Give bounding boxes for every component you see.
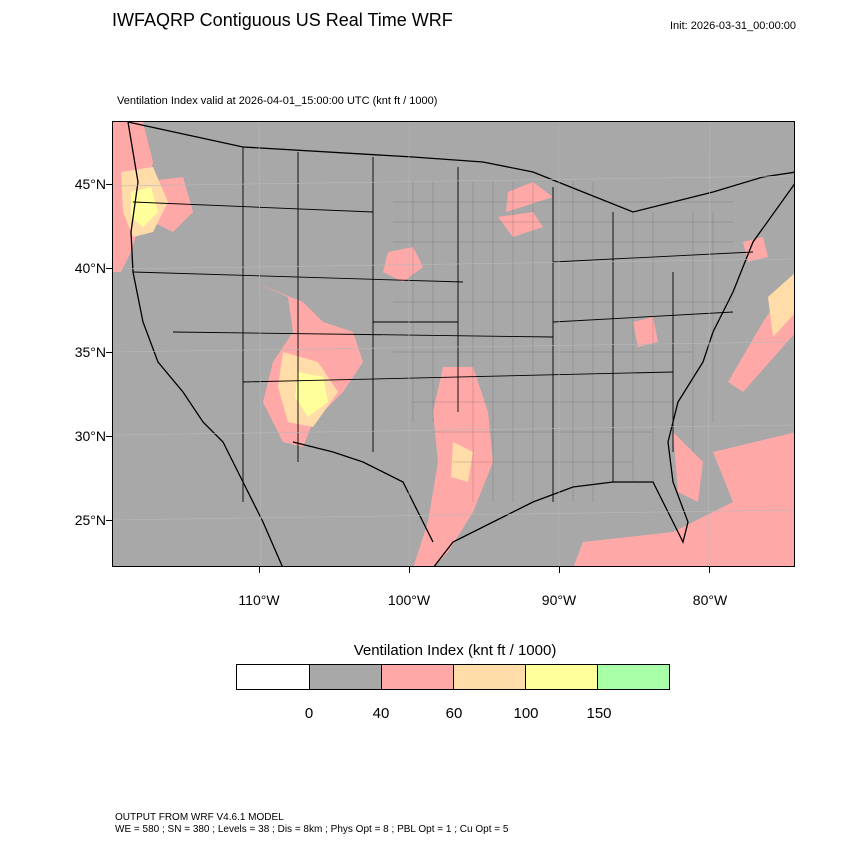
state-boundaries: [132, 147, 754, 502]
lat-label-35n: 35°N: [74, 344, 106, 360]
lon-tick: [709, 567, 710, 573]
county-boundaries: [393, 182, 733, 502]
lat-label-45n: 45°N: [74, 176, 106, 192]
map-panel: [112, 121, 795, 567]
legend-label: 150: [586, 705, 612, 722]
legend-label: 100: [513, 705, 539, 722]
legend-swatch-0: [237, 665, 309, 689]
model-info-footer: OUTPUT FROM WRF V4.6.1 MODEL WE = 580 ; …: [115, 812, 508, 836]
legend-title: Ventilation Index (knt ft / 1000): [353, 642, 557, 659]
lon-label-90w: 90°W: [541, 592, 577, 608]
lon-tick: [259, 567, 260, 573]
lon-label-110w: 110°W: [238, 592, 280, 608]
vi-100-150-patches: [131, 187, 328, 417]
lat-tick: [106, 184, 112, 185]
lat-tick: [106, 520, 112, 521]
lon-tick: [409, 567, 410, 573]
lon-label-80w: 80°W: [692, 592, 728, 608]
legend-swatch-2: [381, 665, 453, 689]
lat-tick: [106, 436, 112, 437]
legend-color-bar: [236, 664, 670, 690]
legend-label: 0: [304, 705, 314, 722]
legend-swatch-3: [453, 665, 525, 689]
legend-swatch-5: [597, 665, 669, 689]
lon-label-100w: 100°W: [387, 592, 431, 608]
legend-label: 60: [445, 705, 463, 722]
lat-tick: [106, 268, 112, 269]
legend-label: 40: [372, 705, 390, 722]
legend-swatch-1: [309, 665, 381, 689]
lat-tick: [106, 352, 112, 353]
main-title: IWFAQRP Contiguous US Real Time WRF: [112, 10, 453, 30]
lon-tick: [559, 567, 560, 573]
map-subtitle: Ventilation Index valid at 2026-04-01_15…: [117, 95, 438, 107]
lat-label-25n: 25°N: [74, 512, 106, 528]
init-time-label: Init: 2026-03-31_00:00:00: [670, 20, 796, 32]
lat-label-30n: 30°N: [74, 428, 106, 444]
footer-line-2: WE = 580 ; SN = 380 ; Levels = 38 ; Dis …: [115, 824, 509, 835]
coastline-outline: [127, 122, 794, 566]
legend-swatch-4: [525, 665, 597, 689]
lat-label-40n: 40°N: [74, 260, 106, 276]
ventilation-index-map: [113, 122, 794, 566]
footer-line-1: OUTPUT FROM WRF V4.6.1 MODEL: [115, 812, 284, 823]
graticule: [113, 122, 794, 566]
